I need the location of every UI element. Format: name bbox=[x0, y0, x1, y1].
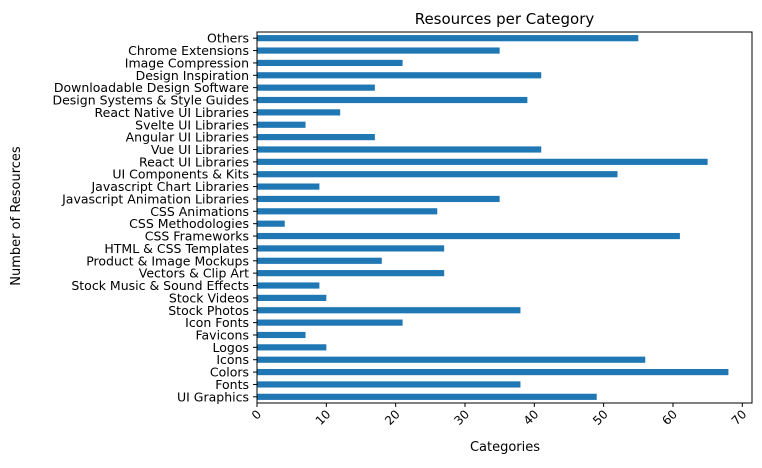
y-tick-label: Svelte UI Libraries bbox=[135, 117, 249, 132]
x-tick-label: 30 bbox=[451, 407, 472, 428]
y-tick-label: Angular UI Libraries bbox=[126, 130, 249, 145]
y-tick-label: Design Systems & Style Guides bbox=[52, 93, 249, 108]
y-tick-label: CSS Frameworks bbox=[145, 229, 249, 244]
bar bbox=[257, 381, 521, 388]
bar bbox=[257, 368, 729, 376]
y-tick-label: Javascript Chart Libraries bbox=[90, 179, 249, 194]
y-tick-label: UI Components & Kits bbox=[112, 167, 249, 182]
y-tick-label: HTML & CSS Templates bbox=[104, 241, 249, 256]
y-tick-label: Stock Videos bbox=[169, 290, 249, 305]
plot-frame bbox=[256, 31, 753, 404]
bar bbox=[257, 84, 375, 91]
bar bbox=[257, 257, 382, 264]
bar bbox=[257, 282, 320, 289]
y-tick-labels: UI GraphicsFontsColorsIconsLogosFavicons… bbox=[52, 31, 257, 404]
x-tick-label: 10 bbox=[313, 407, 334, 428]
bar bbox=[257, 183, 320, 190]
y-tick-label: Vectors & Clip Art bbox=[139, 266, 249, 281]
bar bbox=[257, 96, 528, 104]
bar bbox=[257, 208, 438, 215]
y-tick-label: Javascript Animation Libraries bbox=[61, 191, 249, 206]
y-tick-label: Others bbox=[207, 31, 249, 46]
y-tick-label: Colors bbox=[210, 365, 249, 380]
x-tick-label: 20 bbox=[382, 407, 403, 428]
y-tick-label: Stock Photos bbox=[168, 303, 249, 318]
bar bbox=[257, 59, 403, 67]
y-tick-label: React UI Libraries bbox=[139, 154, 249, 169]
y-tick-label: Vue UI Libraries bbox=[151, 142, 249, 157]
y-tick-label: React Native UI Libraries bbox=[95, 105, 249, 120]
y-tick-label: Product & Image Mockups bbox=[86, 253, 249, 268]
bars-layer bbox=[257, 35, 729, 400]
bar bbox=[257, 331, 306, 339]
y-tick-label: Icon Fonts bbox=[185, 315, 249, 330]
y-tick-label: Stock Music & Sound Effects bbox=[71, 278, 249, 293]
bar bbox=[257, 109, 341, 116]
y-axis-title: Number of Resources bbox=[9, 146, 24, 286]
bar bbox=[257, 356, 646, 363]
bar bbox=[257, 270, 445, 277]
x-tick-label: 70 bbox=[729, 407, 750, 428]
bar bbox=[257, 393, 597, 400]
bar bbox=[257, 307, 521, 314]
x-tick-label: 40 bbox=[521, 407, 542, 428]
y-tick-label: CSS Animations bbox=[150, 204, 249, 219]
bar bbox=[257, 245, 445, 252]
y-tick-label: Image Compression bbox=[125, 55, 249, 70]
chart-title: Resources per Category bbox=[415, 10, 595, 28]
bar bbox=[257, 35, 639, 42]
bar bbox=[257, 171, 618, 178]
bar bbox=[257, 134, 375, 141]
y-tick-label: CSS Methodologies bbox=[129, 216, 249, 231]
bar bbox=[257, 195, 500, 203]
y-tick-label: Logos bbox=[213, 340, 250, 355]
x-tick-label: 60 bbox=[659, 407, 680, 428]
bar bbox=[257, 220, 285, 227]
bar bbox=[257, 146, 542, 153]
y-tick-label: Downloadable Design Software bbox=[54, 80, 249, 95]
bar bbox=[257, 294, 327, 301]
y-tick-label: Favicons bbox=[195, 327, 249, 342]
x-tick-label: 50 bbox=[590, 407, 611, 428]
y-tick-label: Design Inspiration bbox=[136, 68, 249, 83]
bar bbox=[257, 158, 708, 165]
y-tick-label: Fonts bbox=[215, 377, 249, 392]
x-tick-labels: 0 10 20 30 40 50 60 70 bbox=[249, 403, 750, 428]
y-tick-label: UI Graphics bbox=[177, 389, 249, 404]
bar bbox=[257, 121, 306, 128]
bar bbox=[257, 232, 680, 240]
bar bbox=[257, 344, 327, 351]
bar bbox=[257, 319, 403, 326]
x-axis-title: Categories bbox=[470, 440, 540, 455]
x-tick-label: 0 bbox=[249, 407, 264, 422]
bar bbox=[257, 47, 500, 54]
bar bbox=[257, 72, 542, 79]
y-tick-label: Icons bbox=[216, 352, 249, 367]
y-tick-label: Chrome Extensions bbox=[128, 43, 249, 58]
